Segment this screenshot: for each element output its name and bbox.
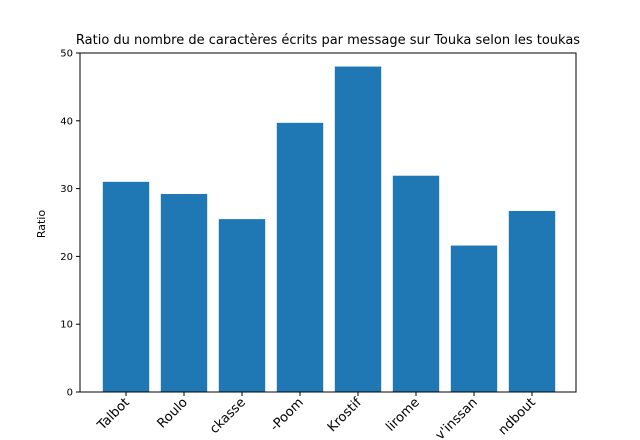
bar-0 — [102, 181, 150, 392]
bar-1 — [160, 194, 208, 392]
bar-2 — [218, 219, 266, 392]
y-tick-label-5: 50 — [60, 49, 73, 60]
bar-6 — [450, 245, 498, 392]
x-tick-label-7: ndbout — [496, 395, 539, 438]
y-tick-label-1: 10 — [60, 320, 73, 331]
x-tick-label-1: Roulo — [155, 395, 191, 431]
x-tick-label-4: Krostif — [325, 395, 365, 435]
chart-title: Ratio du nombre de caractères écrits par… — [76, 33, 580, 48]
x-tick-label-5: lirome — [383, 395, 423, 435]
y-tick-label-4: 40 — [60, 116, 73, 127]
y-tick-label-3: 30 — [60, 184, 73, 195]
bar-5 — [392, 175, 440, 392]
x-tick-label-3: -Poom — [267, 395, 306, 434]
y-axis-label: Ratio — [35, 210, 48, 239]
y-tick-label-2: 20 — [60, 252, 73, 263]
bar-7 — [508, 210, 556, 392]
bar-3 — [276, 122, 324, 392]
plot-frame — [79, 52, 577, 393]
bar-4 — [334, 66, 382, 392]
x-tick-label-6: v'inssan — [433, 395, 481, 440]
bars-group — [102, 66, 556, 392]
x-tick-label-2: ckasse — [207, 395, 249, 437]
y-tick-label-0: 0 — [67, 388, 73, 399]
x-tick-label-0: Talbot — [94, 395, 133, 434]
y-axis-ticks: 0 10 20 30 40 50 — [60, 49, 80, 399]
x-axis-ticks: Talbot Roulo ckasse -Poom Krostif lirome v'ins… — [94, 392, 539, 440]
